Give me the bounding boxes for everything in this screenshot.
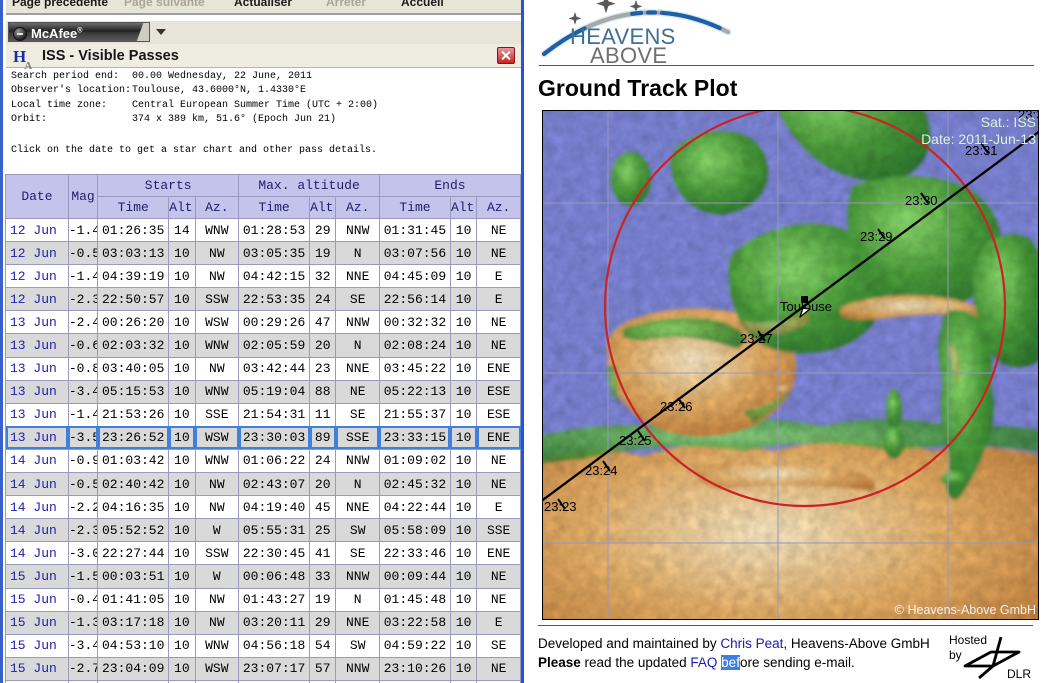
svg-text:23:29: 23:29: [860, 229, 893, 244]
svg-text:by: by: [949, 648, 962, 662]
svg-text:© Heavens-Above GmbH: © Heavens-Above GmbH: [895, 603, 1036, 617]
svg-text:Date: 2011-Jun-13: Date: 2011-Jun-13: [921, 131, 1036, 147]
svg-text:ABOVE: ABOVE: [590, 43, 667, 67]
svg-text:23:30: 23:30: [905, 193, 938, 208]
svg-text:DLR: DLR: [1007, 667, 1031, 681]
svg-text:23:26: 23:26: [660, 399, 693, 414]
svg-text:Hosted: Hosted: [949, 633, 987, 647]
svg-text:Sat.: ISS: Sat.: ISS: [981, 114, 1036, 130]
svg-text:23:24: 23:24: [585, 463, 618, 478]
svg-text:23:23: 23:23: [544, 499, 577, 514]
svg-text:23:25: 23:25: [619, 433, 652, 448]
svg-text:23:27: 23:27: [740, 331, 773, 346]
